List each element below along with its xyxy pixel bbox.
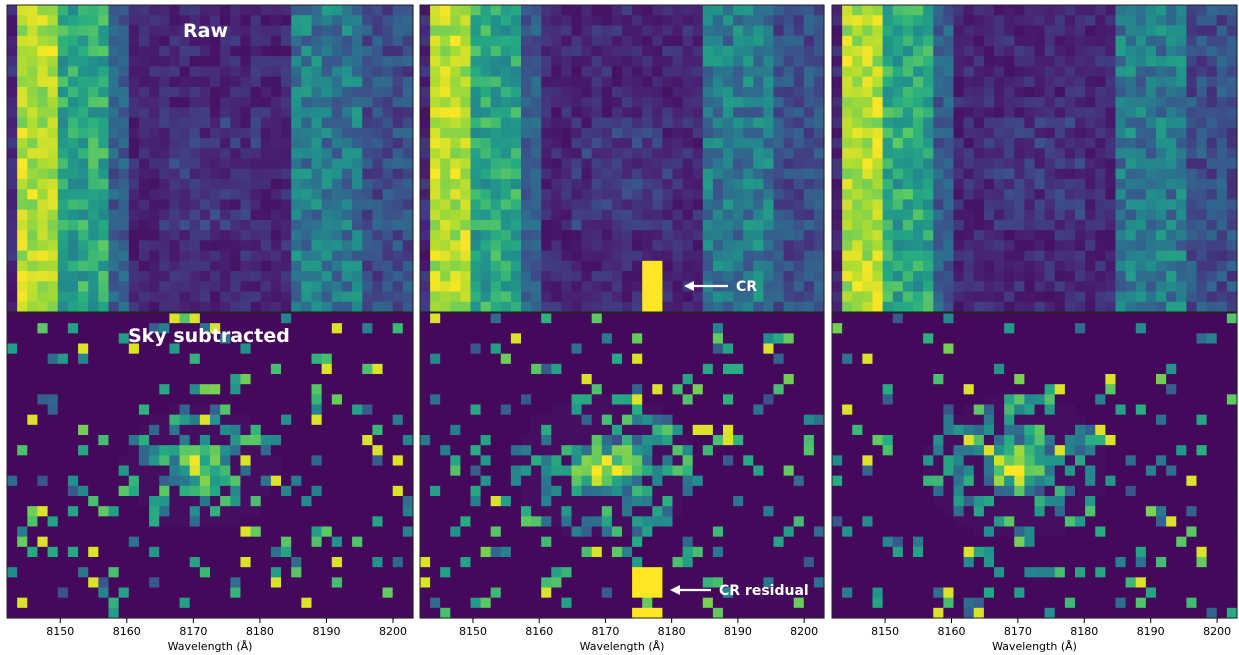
x-axes: 8150 8160 8170 8180 8190 8200 Wavelength (Å) 81… [46, 618, 1231, 653]
x-tick-label: 8150 [871, 625, 899, 638]
cr-arrowhead [684, 281, 694, 291]
panel-frame [831, 4, 1238, 313]
heatmap-panel-raw-2 [419, 4, 825, 313]
panel-frame [6, 4, 414, 313]
label-sky-subtracted: Sky subtracted [128, 325, 290, 347]
x-tick-label: 8200 [790, 625, 818, 638]
x-tick-label: 8190 [312, 625, 340, 638]
x-axis-label: Wavelength (Å) [168, 640, 253, 653]
x-tick-label: 8160 [113, 625, 141, 638]
x-tick-label: 8180 [658, 625, 686, 638]
x-tick-label: 8160 [525, 625, 553, 638]
heatmap-panel-sky_subtracted-1 [6, 312, 414, 619]
label-cr-residual: CR residual [719, 583, 809, 599]
x-axis-label: Wavelength (Å) [992, 640, 1077, 653]
x-tick-label: 8160 [938, 625, 966, 638]
x-tick-label: 8170 [179, 625, 207, 638]
x-tick-label: 8200 [1203, 625, 1231, 638]
panel-frame [831, 312, 1238, 619]
panel-frame [419, 312, 825, 619]
heatmap-panel-sky_subtracted-2 [419, 312, 825, 619]
heatmap-panel-raw-3 [831, 4, 1238, 313]
x-tick-label: 8190 [724, 625, 752, 638]
x-tick-label: 8150 [46, 625, 74, 638]
panel-frame [6, 312, 414, 619]
x-tick-label: 8170 [1004, 625, 1032, 638]
heatmap-panel-raw-1 [6, 4, 414, 313]
x-tick-label: 8190 [1137, 625, 1165, 638]
x-tick-label: 8180 [246, 625, 274, 638]
x-tick-label: 8170 [591, 625, 619, 638]
panel-frame [419, 4, 825, 313]
x-tick-label: 8150 [459, 625, 487, 638]
annotations: Raw Sky subtracted CR CR residual [128, 20, 809, 599]
x-tick-label: 8180 [1070, 625, 1098, 638]
heatmap-panel-sky_subtracted-3 [831, 312, 1238, 619]
label-raw: Raw [183, 20, 228, 42]
label-cr: CR [736, 279, 757, 295]
heatmap-panels [6, 4, 1238, 619]
x-axis-label: Wavelength (Å) [580, 640, 665, 653]
cr-residual-arrowhead [670, 585, 680, 595]
x-tick-label: 8200 [379, 625, 407, 638]
